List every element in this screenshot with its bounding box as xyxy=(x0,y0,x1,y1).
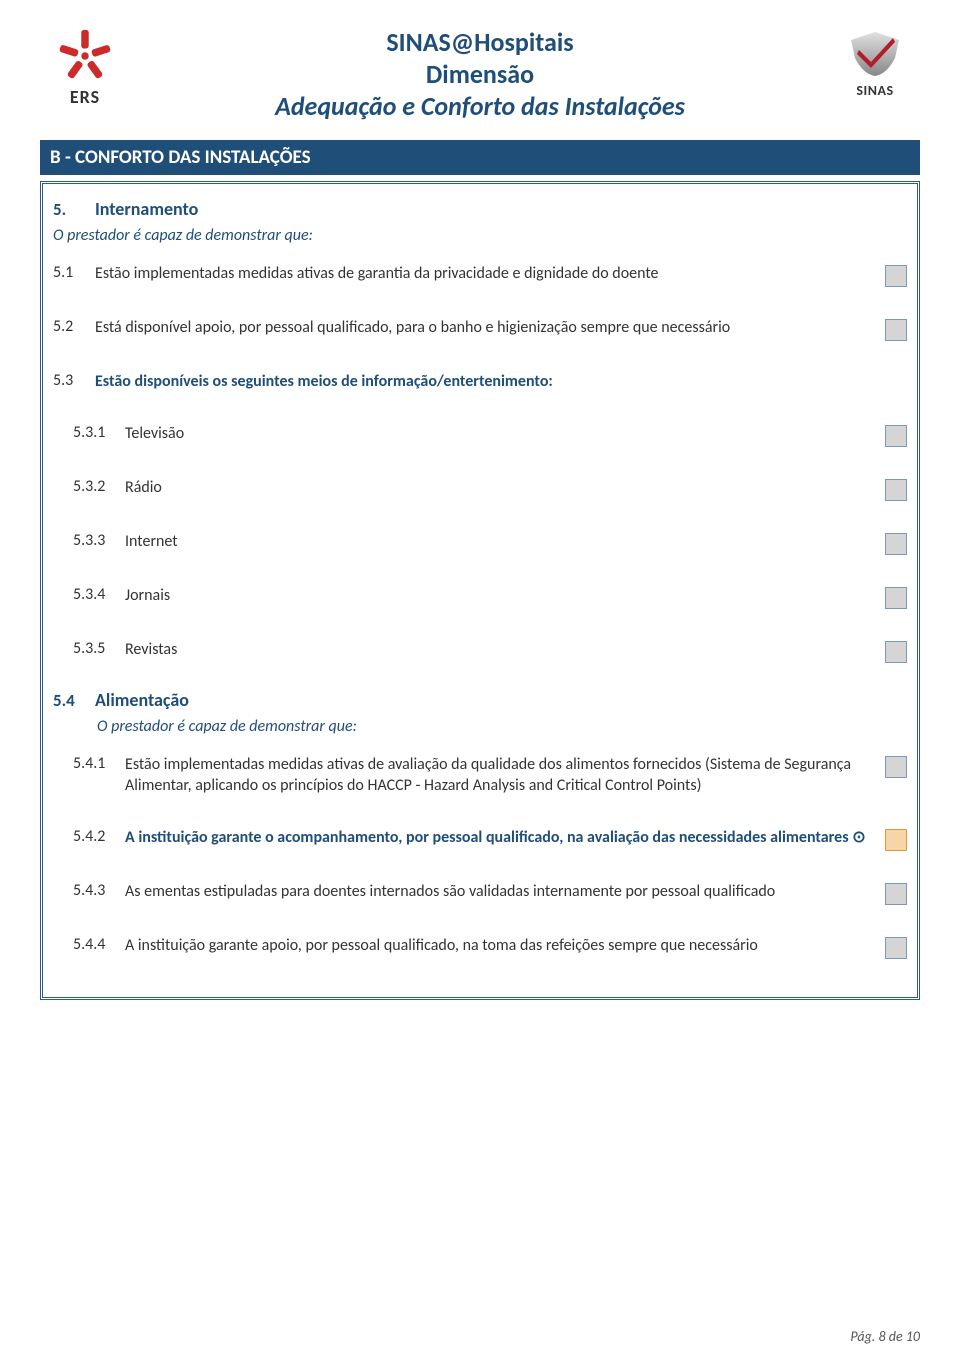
item-5-3-3-num: 5.3.3 xyxy=(73,531,125,550)
item-5-2-text: Está disponível apoio, por pessoal quali… xyxy=(95,317,885,339)
checkbox-5-3-4[interactable] xyxy=(885,587,907,609)
item-5-1-text: Estão implementadas medidas ativas de ga… xyxy=(95,263,885,285)
item-5-4-2: 5.4.2 A instituição garante o acompanham… xyxy=(43,819,917,859)
item-5-3-4-num: 5.3.4 xyxy=(73,585,125,604)
page-footer: Pág. 8 de 10 xyxy=(850,1328,920,1345)
item-5-4-1-num: 5.4.1 xyxy=(73,754,125,773)
item-5-3-num: 5.3 xyxy=(53,371,95,390)
item-5-3-3: 5.3.3 Internet xyxy=(43,523,917,563)
item-5-3-text: Estão disponíveis os seguintes meios de … xyxy=(95,371,907,393)
item-5-1-num: 5.1 xyxy=(53,263,95,282)
checkbox-5-3-5[interactable] xyxy=(885,641,907,663)
item-5-3-2-text: Rádio xyxy=(125,477,885,499)
item-5-3-4: 5.3.4 Jornais xyxy=(43,577,917,617)
item-5-4-2-text: A instituição garante o acompanhamento, … xyxy=(125,827,885,849)
group-5-header: 5. Internamento xyxy=(43,194,917,224)
item-5-4-1: 5.4.1 Estão implementadas medidas ativas… xyxy=(43,746,917,805)
sinas-label: SINAS xyxy=(856,82,893,99)
group-5-4-title: Alimentação xyxy=(95,689,189,711)
item-5-3-1-text: Televisão xyxy=(125,423,885,445)
title-line-1: SINAS@Hospitais xyxy=(130,26,830,58)
item-5-3-3-text: Internet xyxy=(125,531,885,553)
header-title: SINAS@Hospitais Dimensão Adequação e Con… xyxy=(130,20,830,122)
item-5-3-5-num: 5.3.5 xyxy=(73,639,125,658)
section-bar: B - CONFORTO DAS INSTALAÇÕES xyxy=(40,140,920,175)
title-line-2: Dimensão xyxy=(130,58,830,90)
checkbox-5-4-3[interactable] xyxy=(885,883,907,905)
item-5-3: 5.3 Estão disponíveis os seguintes meios… xyxy=(43,363,917,401)
item-5-1: 5.1 Estão implementadas medidas ativas d… xyxy=(43,255,917,295)
item-5-3-5: 5.3.5 Revistas xyxy=(43,631,917,671)
header: ERS SINAS@Hospitais Dimensão Adequação e… xyxy=(40,20,920,122)
checkbox-5-4-2[interactable] xyxy=(885,829,907,851)
group-5-subtitle: O prestador é capaz de demonstrar que: xyxy=(43,224,917,255)
item-5-4-4-text: A instituição garante apoio, por pessoal… xyxy=(125,935,885,957)
checkbox-5-1[interactable] xyxy=(885,265,907,287)
item-5-3-2-num: 5.3.2 xyxy=(73,477,125,496)
item-5-3-4-text: Jornais xyxy=(125,585,885,607)
checkbox-5-3-3[interactable] xyxy=(885,533,907,555)
item-5-3-1-num: 5.3.1 xyxy=(73,423,125,442)
group-5-4-header: 5.4 Alimentação xyxy=(43,685,917,715)
sinas-logo-block: SINAS xyxy=(830,20,920,99)
ers-label: ERS xyxy=(70,86,100,108)
title-line-3: Adequação e Conforto das Instalações xyxy=(130,90,830,122)
checkbox-5-2[interactable] xyxy=(885,319,907,341)
item-5-4-3-num: 5.4.3 xyxy=(73,881,125,900)
checkbox-5-3-1[interactable] xyxy=(885,425,907,447)
ers-logo-block: ERS xyxy=(40,20,130,108)
ers-star-icon xyxy=(57,28,113,84)
checkbox-5-4-1[interactable] xyxy=(885,756,907,778)
item-5-4-3: 5.4.3 As ementas estipuladas para doente… xyxy=(43,873,917,913)
item-5-3-2: 5.3.2 Rádio xyxy=(43,469,917,509)
group-5-4-subtitle: O prestador é capaz de demonstrar que: xyxy=(43,715,917,746)
checkbox-5-4-4[interactable] xyxy=(885,937,907,959)
item-5-4-2-num: 5.4.2 xyxy=(73,827,125,846)
item-5-3-5-text: Revistas xyxy=(125,639,885,661)
checkbox-5-3-2[interactable] xyxy=(885,479,907,501)
item-5-4-4: 5.4.4 A instituição garante apoio, por p… xyxy=(43,927,917,967)
item-5-4-4-num: 5.4.4 xyxy=(73,935,125,954)
group-5-title: Internamento xyxy=(95,198,198,220)
page: ERS SINAS@Hospitais Dimensão Adequação e… xyxy=(0,0,960,1365)
item-5-4-1-text: Estão implementadas medidas ativas de av… xyxy=(125,754,885,797)
group-5-num: 5. xyxy=(53,199,95,220)
item-5-4-3-text: As ementas estipuladas para doentes inte… xyxy=(125,881,885,903)
sinas-shield-icon xyxy=(845,28,905,78)
item-5-3-1: 5.3.1 Televisão xyxy=(43,415,917,455)
item-5-2-num: 5.2 xyxy=(53,317,95,336)
group-5-4-num: 5.4 xyxy=(53,690,95,711)
item-5-2: 5.2 Está disponível apoio, por pessoal q… xyxy=(43,309,917,349)
content-outline: 5. Internamento O prestador é capaz de d… xyxy=(40,181,920,1000)
